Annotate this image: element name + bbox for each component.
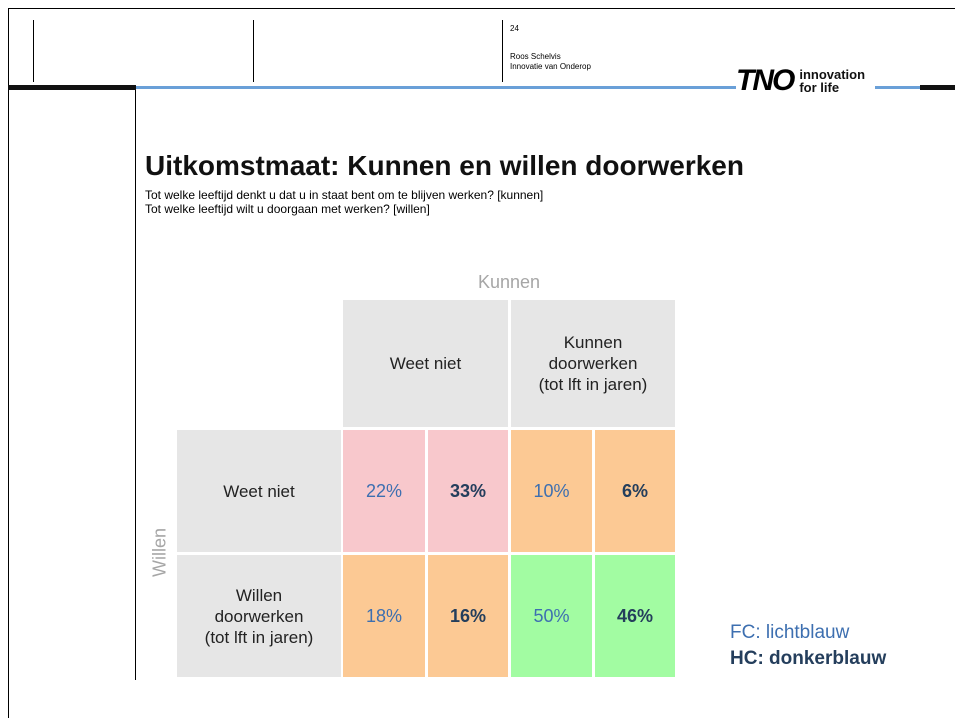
table-cell: 18% [343,555,425,677]
header-divider [502,20,503,82]
logo-tagline: innovation for life [799,68,865,94]
column-axis-label: Kunnen [477,272,541,292]
tagline-1: innovation [799,67,866,82]
row-header-line: Weet niet [223,481,295,501]
hc-value: 6% [621,480,648,501]
content-divider [135,90,136,680]
subtitle: Tot welke leeftijd denkt u dat u in staa… [145,188,544,202]
header-divider [33,20,34,82]
column-header: Kunnen doorwerken (tot lft in jaren) [511,300,675,427]
hc-value: 16% [449,605,487,626]
column-header: Weet niet [343,300,508,427]
row-header-line: Willen [235,585,283,605]
row-header: Weet niet [177,430,341,552]
column-header-line: (tot lft in jaren) [538,375,648,394]
logo: TNO innovation for life [736,64,916,97]
title: Uitkomstmaat: Kunnen en willen doorwerke… [145,150,744,181]
legend-fc: FC: lichtblauw [730,622,850,643]
band-blue [136,86,736,89]
column-header-line: Weet niet [389,354,462,373]
logo-brand: TNO [736,64,795,97]
hc-value: 33% [449,480,487,501]
header-divider [253,20,254,82]
row-header: Willen doorwerken (tot lft in jaren) [177,555,341,677]
table-cell: 22% [343,430,425,552]
fc-value: 22% [365,480,403,501]
legend-hc: HC: donkerblauw [730,648,887,669]
table-cell: 46% [595,555,675,677]
tagline-2: for life [799,80,840,95]
frame-left [8,8,9,718]
fc-value: 10% [533,480,570,501]
subtitle: Tot welke leeftijd wilt u doorgaan met w… [145,202,430,216]
row-axis-label: Willen [149,528,170,578]
table-cell: 10% [511,430,592,552]
table-cell: 6% [595,430,675,552]
author: Roos Schelvis [510,52,561,61]
fc-value: 18% [365,605,403,626]
project: Innovatie van Onderop [510,62,591,71]
column-header-line: Kunnen [563,333,623,352]
row-header-line: (tot lft in jaren) [204,627,314,647]
hc-value: 46% [616,605,654,626]
fc-value: 50% [533,605,570,626]
frame-top [8,8,955,9]
table-cell: 33% [428,430,508,552]
column-header-line: doorwerken [548,354,638,373]
table-cell: 16% [428,555,508,677]
band-black [8,85,136,90]
band-black [920,85,955,90]
page-number: 24 [510,24,519,33]
row-header-line: doorwerken [214,606,304,626]
band-blue [875,86,920,89]
table-cell: 50% [511,555,592,677]
